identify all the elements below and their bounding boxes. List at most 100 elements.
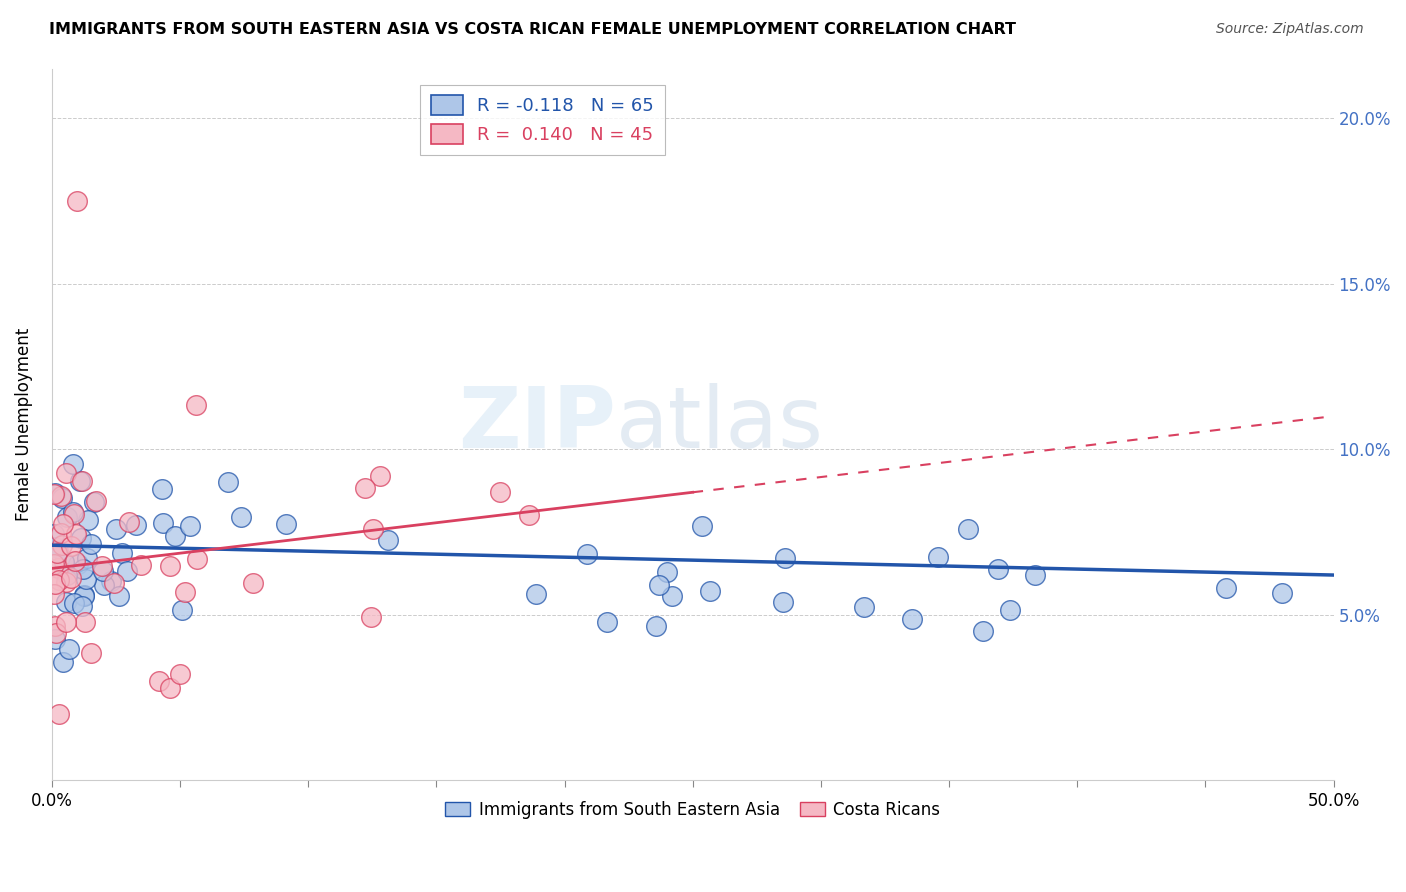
Point: [645, 618, 668, 632]
Point: [104, 522, 127, 536]
Point: [69, 474, 91, 488]
Point: [360, 609, 382, 624]
Point: [75, 615, 97, 629]
Point: [80, 537, 103, 551]
Point: [956, 523, 979, 537]
Point: [517, 508, 540, 522]
Point: [699, 583, 721, 598]
Point: [186, 398, 208, 412]
Point: [62, 507, 84, 521]
Point: [524, 587, 547, 601]
Point: [998, 603, 1021, 617]
Point: [44, 557, 66, 571]
Point: [55, 595, 77, 609]
Legend: Immigrants from South Eastern Asia, Costa Ricans: Immigrants from South Eastern Asia, Cost…: [439, 794, 946, 825]
Point: [48, 573, 70, 587]
Point: [52, 517, 75, 532]
Point: [51, 538, 73, 552]
Point: [70, 474, 93, 488]
Point: [91, 564, 114, 578]
Point: [103, 575, 125, 590]
Point: [152, 482, 174, 496]
Text: ZIP: ZIP: [458, 383, 616, 466]
Point: [361, 523, 384, 537]
Point: [65, 526, 87, 541]
Point: [44, 577, 66, 591]
Point: [852, 600, 875, 615]
Point: [647, 578, 669, 592]
Point: [217, 475, 239, 489]
Point: [576, 547, 599, 561]
Point: [125, 517, 148, 532]
Point: [83, 495, 105, 509]
Point: [169, 667, 191, 681]
Point: [46, 561, 69, 575]
Text: Source: ZipAtlas.com: Source: ZipAtlas.com: [1216, 22, 1364, 37]
Point: [179, 518, 201, 533]
Point: [76, 550, 98, 565]
Point: [59, 571, 82, 585]
Point: [186, 551, 208, 566]
Point: [60, 539, 83, 553]
Point: [596, 615, 619, 629]
Point: [46, 543, 69, 558]
Point: [370, 469, 392, 483]
Point: [100, 574, 122, 588]
Point: [110, 546, 132, 560]
Point: [70, 531, 93, 545]
Point: [661, 590, 683, 604]
Y-axis label: Female Unemployment: Female Unemployment: [15, 327, 32, 521]
Point: [84, 493, 107, 508]
Point: [174, 584, 197, 599]
Point: [91, 558, 114, 573]
Point: [55, 466, 77, 480]
Point: [62, 457, 84, 471]
Point: [51, 525, 73, 540]
Point: [48, 706, 70, 721]
Point: [987, 561, 1010, 575]
Point: [972, 624, 994, 638]
Point: [901, 612, 924, 626]
Point: [67, 557, 90, 571]
Point: [1024, 567, 1046, 582]
Point: [44, 487, 66, 501]
Point: [55, 615, 77, 629]
Point: [75, 572, 97, 586]
Point: [276, 516, 298, 531]
Point: [108, 589, 131, 603]
Point: [72, 561, 94, 575]
Point: [170, 603, 193, 617]
Point: [159, 559, 181, 574]
Point: [159, 681, 181, 695]
Point: [129, 558, 152, 572]
Point: [73, 588, 96, 602]
Text: IMMIGRANTS FROM SOUTH EASTERN ASIA VS COSTA RICAN FEMALE UNEMPLOYMENT CORRELATIO: IMMIGRANTS FROM SOUTH EASTERN ASIA VS CO…: [49, 22, 1017, 37]
Point: [377, 533, 399, 548]
Point: [152, 516, 174, 531]
Point: [115, 564, 138, 578]
Point: [56, 509, 79, 524]
Point: [772, 595, 794, 609]
Point: [77, 513, 100, 527]
Point: [44, 541, 66, 555]
Point: [44, 632, 66, 646]
Point: [70, 599, 93, 614]
Point: [489, 485, 512, 500]
Point: [73, 590, 96, 604]
Point: [65, 554, 87, 568]
Point: [45, 626, 67, 640]
Point: [657, 566, 679, 580]
Point: [353, 481, 375, 495]
Point: [44, 527, 66, 541]
Point: [148, 673, 170, 688]
Point: [93, 577, 115, 591]
Point: [692, 518, 714, 533]
Point: [55, 567, 77, 582]
Point: [44, 587, 66, 601]
Point: [165, 529, 187, 543]
Point: [58, 642, 80, 657]
Point: [51, 491, 73, 505]
Point: [52, 555, 75, 569]
Point: [242, 576, 264, 591]
Point: [46, 546, 69, 560]
